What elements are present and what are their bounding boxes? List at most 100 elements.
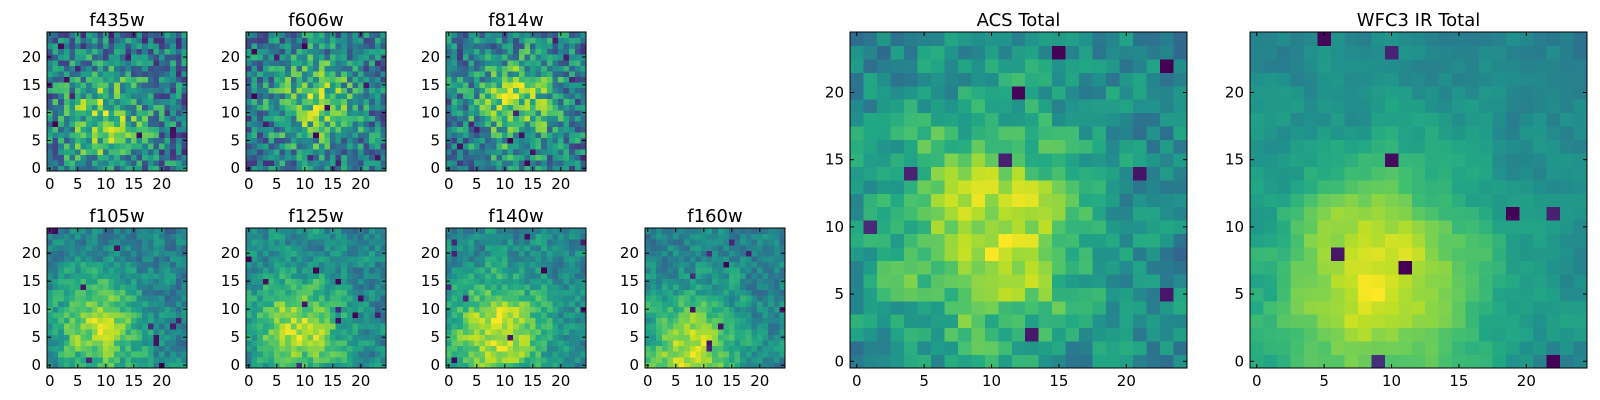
heatmap-cell [274, 43, 281, 50]
heatmap-cell [363, 261, 370, 268]
heatmap-cell [262, 93, 269, 100]
heatmap-cell [307, 115, 314, 122]
heatmap-cell [352, 244, 359, 251]
heatmap-cell [119, 356, 126, 363]
heatmap-cell [490, 256, 497, 263]
heatmap-cell [462, 165, 469, 172]
heatmap-cell [706, 289, 713, 296]
heatmap-cell [142, 356, 149, 363]
heatmap-cell [358, 295, 365, 302]
heatmap-cell [773, 239, 780, 246]
heatmap-cell [762, 334, 769, 341]
heatmap-cell [779, 228, 786, 235]
heatmap-cell [374, 244, 381, 251]
heatmap-cell [876, 220, 891, 235]
heatmap-cell [689, 272, 696, 279]
heatmap-cell [296, 267, 303, 274]
heatmap-cell [1025, 354, 1040, 369]
heatmap-cell [1160, 206, 1175, 221]
heatmap-cell [645, 312, 652, 319]
heatmap-cell [119, 154, 126, 161]
heatmap-cell [1065, 300, 1080, 315]
heatmap-cell [257, 109, 264, 116]
heatmap-cell [142, 126, 149, 133]
heatmap-cell [257, 300, 264, 307]
heatmap-cell [535, 126, 542, 133]
heatmap-cell [285, 148, 292, 155]
heatmap-cell [745, 295, 752, 302]
heatmap-cell [369, 272, 376, 279]
heatmap-cell [285, 278, 292, 285]
heatmap-cell [119, 132, 126, 139]
heatmap-cell [352, 54, 359, 61]
heatmap-cell [457, 159, 464, 166]
heatmap-cell [346, 228, 353, 235]
heatmap-cell [103, 148, 110, 155]
heatmap-cell [446, 48, 453, 55]
heatmap-cell [307, 228, 314, 235]
heatmap-cell [462, 233, 469, 240]
heatmap-cell [552, 261, 559, 268]
heatmap-cell [496, 76, 503, 83]
heatmap-cell [136, 87, 143, 94]
heatmap-cell [374, 295, 381, 302]
heatmap-cell [346, 278, 353, 285]
heatmap-cell [257, 104, 264, 111]
heatmap-cell [313, 115, 320, 122]
heatmap-cell [290, 256, 297, 263]
heatmap-cell [142, 351, 149, 358]
heatmap-cell [181, 104, 188, 111]
heatmap-cell [518, 351, 525, 358]
heatmap-cell [524, 65, 531, 72]
heatmap-cell [701, 334, 708, 341]
heatmap-cell [58, 228, 65, 235]
heatmap-cell [352, 137, 359, 144]
heatmap-cell [91, 351, 98, 358]
heatmap-cell [296, 328, 303, 335]
heatmap-cell [335, 137, 342, 144]
heatmap-cell [468, 98, 475, 105]
heatmap-cell [58, 154, 65, 161]
heatmap-cell [706, 356, 713, 363]
heatmap-cell [52, 143, 59, 150]
heatmap-cell [63, 261, 70, 268]
panel-title-f606w: f606w [288, 10, 343, 31]
heatmap-cell [358, 43, 365, 50]
heatmap-cell [302, 120, 309, 128]
heatmap-cell [563, 345, 570, 352]
heatmap-cell [75, 120, 82, 128]
heatmap-cell [114, 43, 121, 50]
heatmap-cell [850, 300, 864, 315]
heatmap-cell [740, 356, 747, 363]
heatmap-cell [346, 98, 353, 105]
heatmap-cell [479, 272, 486, 279]
heatmap-cell [341, 256, 348, 263]
heatmap-cell [930, 300, 945, 315]
heatmap-cell [80, 250, 87, 257]
heatmap-cell [944, 233, 959, 248]
x-tick-label: 0 [45, 175, 55, 193]
heatmap-cell [47, 148, 54, 155]
heatmap-cell [279, 87, 286, 94]
heatmap-cell [47, 351, 54, 358]
heatmap-cell [119, 328, 126, 335]
heatmap-cell [324, 272, 331, 279]
heatmap-cell [307, 70, 314, 77]
heatmap-cell [569, 93, 576, 100]
heatmap-cell [69, 48, 76, 55]
heatmap-cell [313, 43, 320, 50]
heatmap-cell [729, 272, 736, 279]
heatmap-cell [335, 59, 342, 66]
heatmap-cell [490, 43, 497, 50]
heatmap-cell [262, 148, 269, 155]
heatmap-cell [164, 312, 171, 319]
heatmap-cell [159, 317, 166, 324]
heatmap-cell [170, 115, 177, 122]
heatmap-cell [296, 323, 303, 330]
heatmap-cell [262, 132, 269, 139]
heatmap-cell [971, 193, 986, 208]
heatmap-cell [1092, 300, 1107, 315]
heatmap-cell [170, 228, 177, 235]
heatmap-cell [262, 54, 269, 61]
heatmap-cell [318, 98, 325, 105]
